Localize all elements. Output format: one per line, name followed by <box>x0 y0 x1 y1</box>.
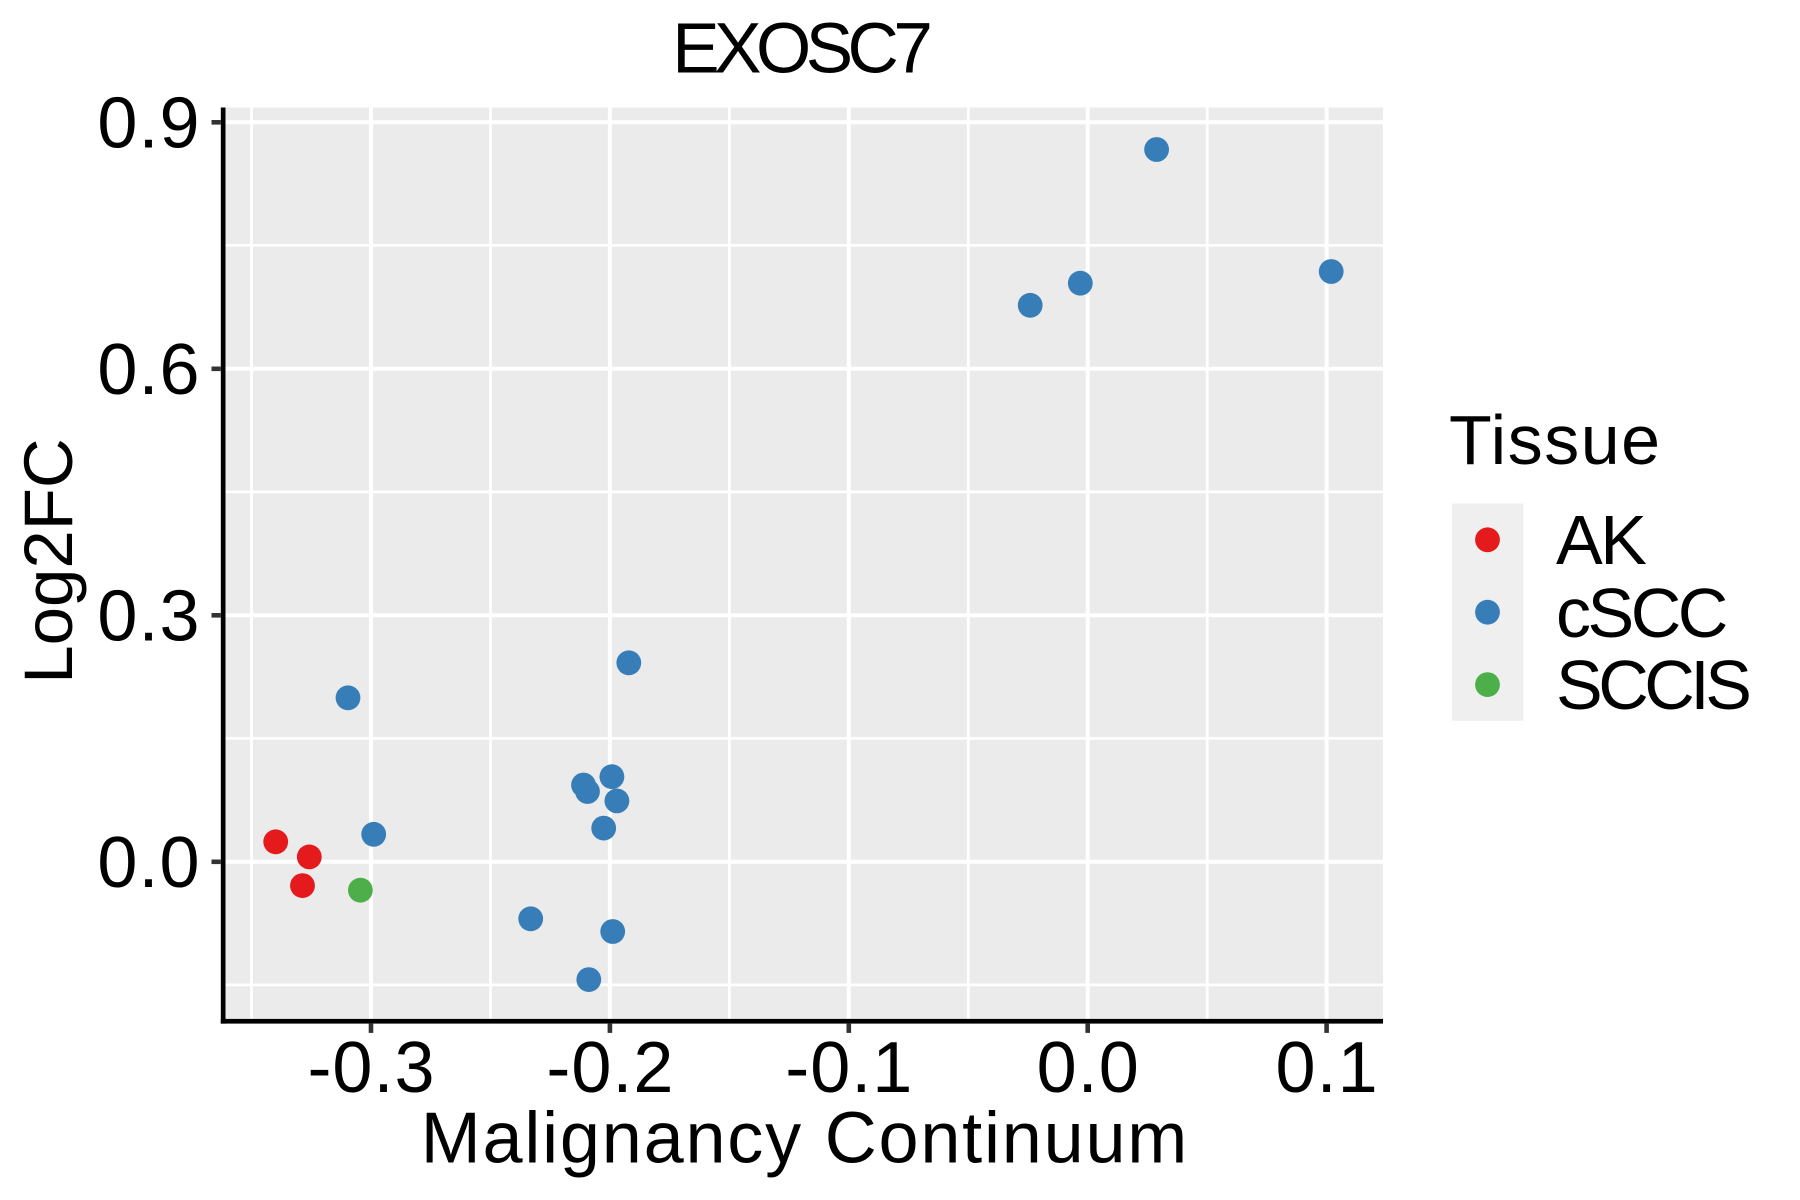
svg-text:-0.2: -0.2 <box>546 1028 674 1108</box>
svg-text:Malignancy Continuum: Malignancy Continuum <box>421 1099 1189 1179</box>
svg-text:0.3: 0.3 <box>97 576 200 656</box>
svg-text:SCCIS: SCCIS <box>1556 646 1749 724</box>
svg-text:cSCC: cSCC <box>1556 574 1726 652</box>
svg-text:EXOSC7: EXOSC7 <box>672 10 929 89</box>
svg-text:0.0: 0.0 <box>97 823 200 903</box>
svg-text:AK: AK <box>1556 501 1646 579</box>
svg-text:0.6: 0.6 <box>97 330 200 410</box>
svg-text:Log2FC: Log2FC <box>10 438 87 683</box>
svg-text:Tissue: Tissue <box>1449 401 1662 479</box>
svg-text:0.1: 0.1 <box>1276 1028 1379 1108</box>
svg-text:-0.1: -0.1 <box>785 1028 913 1108</box>
svg-text:0.0: 0.0 <box>1037 1028 1140 1108</box>
svg-text:0.9: 0.9 <box>97 83 200 163</box>
svg-text:-0.3: -0.3 <box>307 1028 435 1108</box>
